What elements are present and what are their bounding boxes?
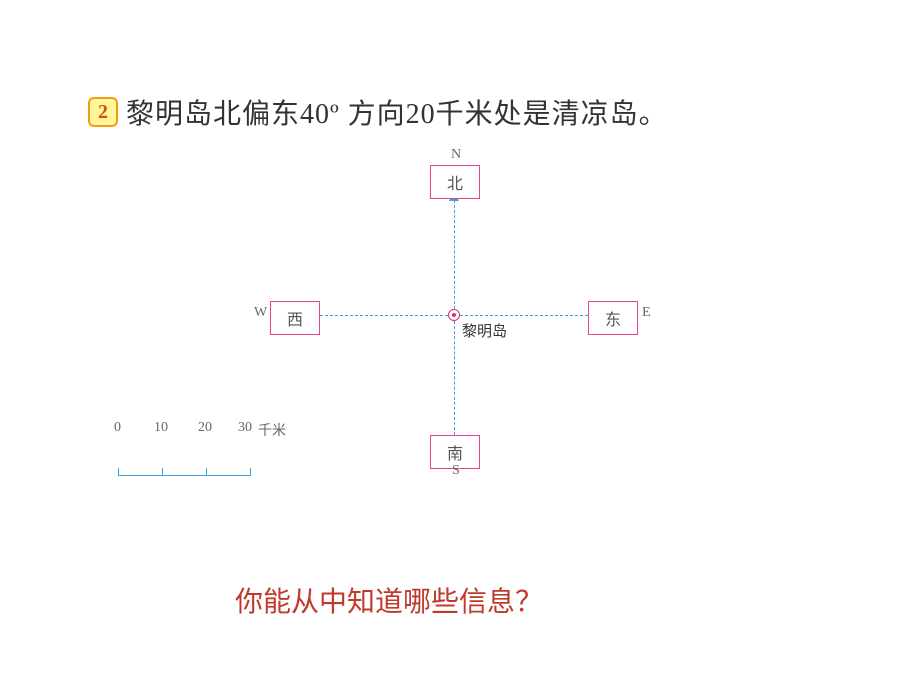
scale-tick-icon	[206, 468, 207, 476]
title-row: 2 黎明岛北偏东40º 方向20千米处是清凉岛。	[88, 92, 668, 132]
north-letter: N	[451, 147, 461, 163]
west-box: 西	[270, 301, 320, 335]
scale-tick-icon	[162, 468, 163, 476]
title-text: 黎明岛北偏东40º 方向20千米处是清凉岛。	[126, 92, 668, 132]
scale-labels: 0 10 20 30 千米	[118, 446, 318, 464]
south-letter: S	[452, 463, 460, 479]
west-letter: W	[254, 305, 267, 321]
bullet-number: 2	[98, 101, 108, 124]
scale-tick-label: 10	[154, 420, 168, 436]
scale-line	[118, 464, 318, 476]
scale-tick-label: 20	[198, 420, 212, 436]
center-point-icon	[448, 309, 460, 321]
scale-tick-label: 0	[114, 420, 121, 436]
scale-tick-label: 30	[238, 420, 252, 436]
center-label: 黎明岛	[462, 320, 507, 341]
east-box: 东	[588, 301, 638, 335]
compass-diagram: 黎明岛 北 南 西 东 N S W E	[240, 155, 680, 495]
bullet-icon: 2	[88, 97, 118, 127]
scale-tick-icon	[250, 468, 251, 476]
scale-baseline	[118, 475, 250, 476]
east-letter: E	[642, 305, 651, 321]
scale-tick-icon	[118, 468, 119, 476]
scale-unit: 千米	[258, 420, 286, 440]
north-box: 北	[430, 165, 480, 199]
question-text: 你能从中知道哪些信息？	[235, 580, 543, 620]
scale-bar: 0 10 20 30 千米	[118, 446, 318, 476]
